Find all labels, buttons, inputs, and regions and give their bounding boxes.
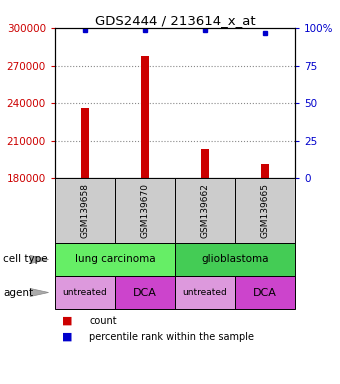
Bar bbox=[175, 178, 235, 243]
Text: cell type: cell type bbox=[3, 255, 48, 265]
Text: count: count bbox=[89, 316, 117, 326]
Bar bbox=[81, 108, 89, 178]
Polygon shape bbox=[30, 288, 49, 296]
Bar bbox=[55, 276, 115, 309]
Bar bbox=[141, 56, 149, 178]
Bar bbox=[175, 243, 295, 276]
Bar bbox=[115, 276, 175, 309]
Text: agent: agent bbox=[3, 288, 34, 298]
Bar bbox=[55, 243, 175, 276]
Text: glioblastoma: glioblastoma bbox=[201, 255, 269, 265]
Bar bbox=[201, 149, 209, 178]
Bar bbox=[235, 276, 295, 309]
Bar bbox=[115, 178, 175, 243]
Text: lung carcinoma: lung carcinoma bbox=[75, 255, 155, 265]
Bar bbox=[261, 164, 269, 178]
Text: DCA: DCA bbox=[253, 288, 277, 298]
Title: GDS2444 / 213614_x_at: GDS2444 / 213614_x_at bbox=[95, 14, 255, 27]
Text: DCA: DCA bbox=[133, 288, 157, 298]
Polygon shape bbox=[30, 255, 49, 263]
Bar bbox=[175, 276, 235, 309]
Text: ■: ■ bbox=[62, 332, 72, 342]
Bar bbox=[235, 178, 295, 243]
Text: untreated: untreated bbox=[63, 288, 107, 297]
Text: GSM139658: GSM139658 bbox=[81, 183, 89, 238]
Text: GSM139665: GSM139665 bbox=[260, 183, 270, 238]
Text: ■: ■ bbox=[62, 316, 72, 326]
Text: untreated: untreated bbox=[183, 288, 227, 297]
Text: GSM139662: GSM139662 bbox=[201, 183, 209, 238]
Text: percentile rank within the sample: percentile rank within the sample bbox=[89, 332, 254, 342]
Text: GSM139670: GSM139670 bbox=[140, 183, 150, 238]
Bar bbox=[55, 178, 115, 243]
